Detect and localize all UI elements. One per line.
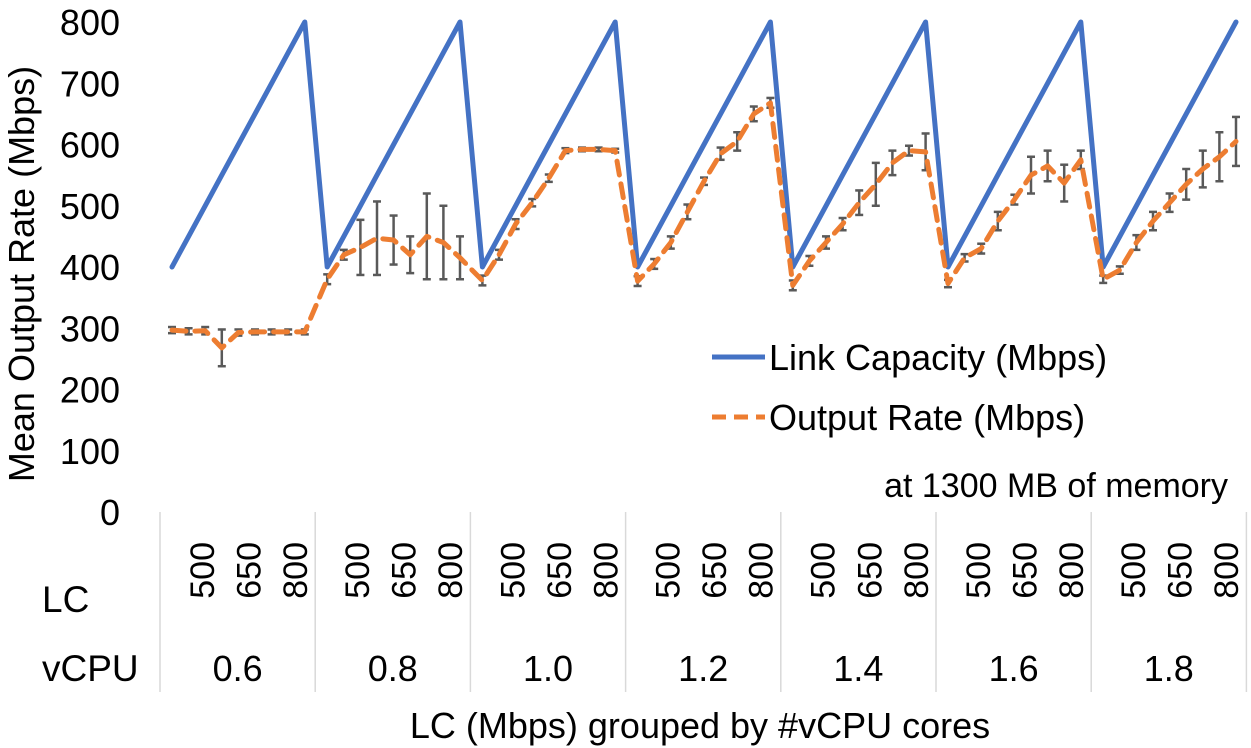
y-axis-ticks: 0 100 200 300 400 500 600 700 800 — [60, 2, 120, 533]
lc-tick-label: 650 — [386, 542, 424, 599]
x-axis-lc-ticks: 500 650 800 500 650 800 500 650 800 500 650 800 500 6… — [184, 542, 1246, 599]
y-tick-label: 800 — [60, 2, 120, 43]
lc-tick-label: 500 — [184, 542, 222, 599]
y-tick-label: 700 — [60, 63, 120, 104]
vcpu-group-label: 1.8 — [1144, 648, 1194, 689]
legend-label-link-capacity: Link Capacity (Mbps) — [769, 337, 1107, 378]
vcpu-group-label: 1.4 — [833, 648, 883, 689]
lc-tick-label: 800 — [587, 542, 625, 599]
lc-tick-label: 500 — [1115, 542, 1153, 599]
lc-tick-label: 650 — [541, 542, 579, 599]
legend-label-output-rate: Output Rate (Mbps) — [769, 397, 1085, 438]
y-axis-title: Mean Output Rate (Mbps) — [1, 66, 42, 482]
legend: Link Capacity (Mbps) Output Rate (Mbps) — [712, 337, 1107, 438]
group-divider-lines — [159, 512, 1248, 692]
lc-tick-label: 500 — [805, 542, 843, 599]
y-tick-label: 0 — [100, 492, 120, 533]
lc-tick-label: 500 — [339, 542, 377, 599]
error-bars — [168, 96, 1240, 368]
x-axis-vcpu-groups: 0.6 0.8 1.0 1.2 1.4 1.6 1.8 — [213, 648, 1194, 689]
lc-tick-label: 650 — [851, 542, 889, 599]
y-tick-label: 300 — [60, 308, 120, 349]
lc-tick-label: 500 — [494, 542, 532, 599]
lc-tick-label: 500 — [960, 542, 998, 599]
vcpu-group-label: 1.2 — [678, 648, 728, 689]
vcpu-group-label: 0.6 — [213, 648, 263, 689]
lc-tick-label: 650 — [1162, 542, 1200, 599]
y-tick-label: 500 — [60, 186, 120, 227]
series-lines — [169, 19, 1239, 351]
row-label-vcpu: vCPU — [42, 648, 139, 689]
y-tick-label: 100 — [60, 431, 120, 472]
lc-tick-label: 800 — [432, 542, 470, 599]
lc-tick-label: 650 — [230, 542, 268, 599]
y-tick-label: 200 — [60, 370, 120, 411]
row-label-lc: LC — [42, 579, 89, 620]
lc-tick-label: 800 — [277, 542, 315, 599]
vcpu-group-label: 0.8 — [368, 648, 418, 689]
vcpu-group-label: 1.6 — [989, 648, 1039, 689]
x-axis-title: LC (Mbps) grouped by #vCPU cores — [410, 705, 990, 746]
vcpu-group-label: 1.0 — [523, 648, 573, 689]
memory-annotation: at 1300 MB of memory — [884, 467, 1228, 505]
lc-tick-label: 500 — [650, 542, 688, 599]
lc-tick-label: 800 — [1208, 542, 1246, 599]
lc-tick-label: 800 — [743, 542, 781, 599]
lc-tick-label: 650 — [696, 542, 734, 599]
y-tick-label: 400 — [60, 247, 120, 288]
lc-tick-label: 800 — [898, 542, 936, 599]
lc-tick-label: 650 — [1006, 542, 1044, 599]
y-tick-label: 600 — [60, 125, 120, 166]
lc-tick-label: 800 — [1053, 542, 1091, 599]
